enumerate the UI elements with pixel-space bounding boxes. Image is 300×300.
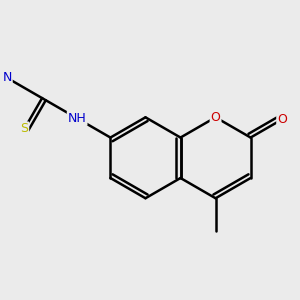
Text: O: O [211, 111, 220, 124]
Text: NH: NH [68, 112, 86, 125]
Text: N: N [2, 71, 12, 84]
Text: O: O [277, 113, 287, 126]
Text: S: S [20, 122, 28, 135]
